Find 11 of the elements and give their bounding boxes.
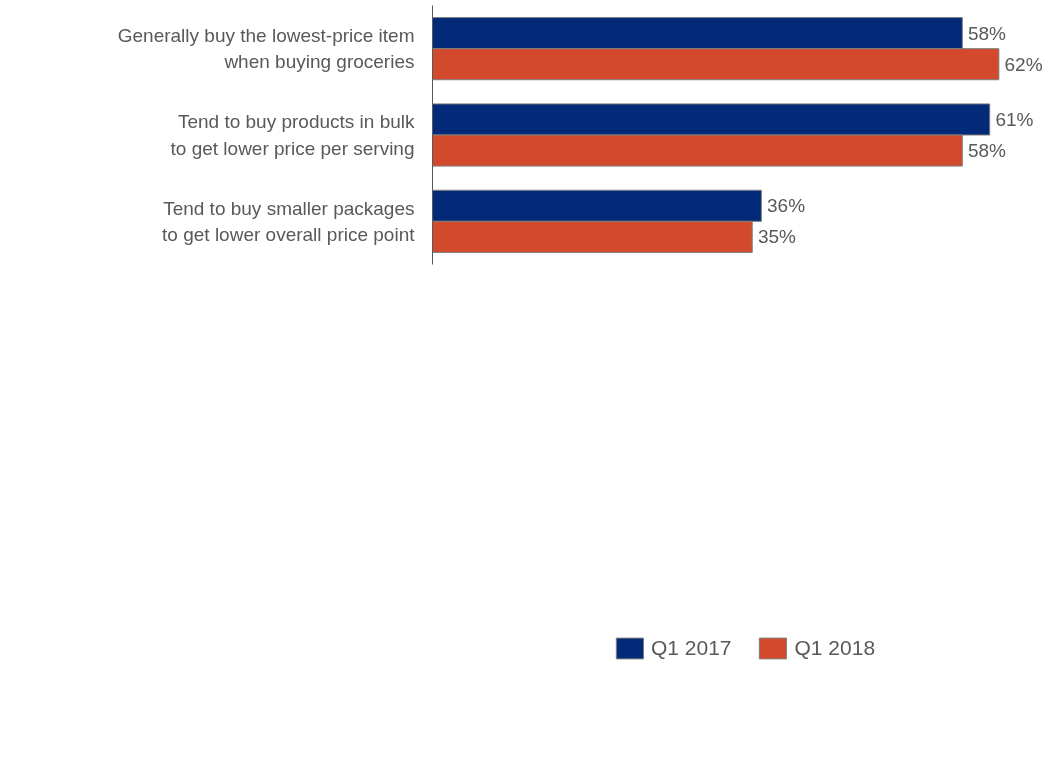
legend-label: Q1 2017 bbox=[650, 635, 732, 660]
data-label: 36% bbox=[767, 195, 806, 217]
y-tick-label: Tend to buy products in bulk to get lower price per serving bbox=[170, 111, 415, 159]
data-label: 35% bbox=[757, 226, 797, 248]
data-label: 61% bbox=[995, 108, 1034, 130]
y-tick-label: Tend to buy smaller packages to get lower overall price point bbox=[162, 197, 416, 245]
data-label: 58% bbox=[967, 22, 1007, 44]
legend-label: Q1 2018 bbox=[794, 635, 876, 660]
y-tick-label: Generally buy the lowest-price item when buying groceries bbox=[117, 25, 415, 73]
data-label: 58% bbox=[967, 140, 1007, 162]
data-label: 62% bbox=[1004, 53, 1043, 75]
